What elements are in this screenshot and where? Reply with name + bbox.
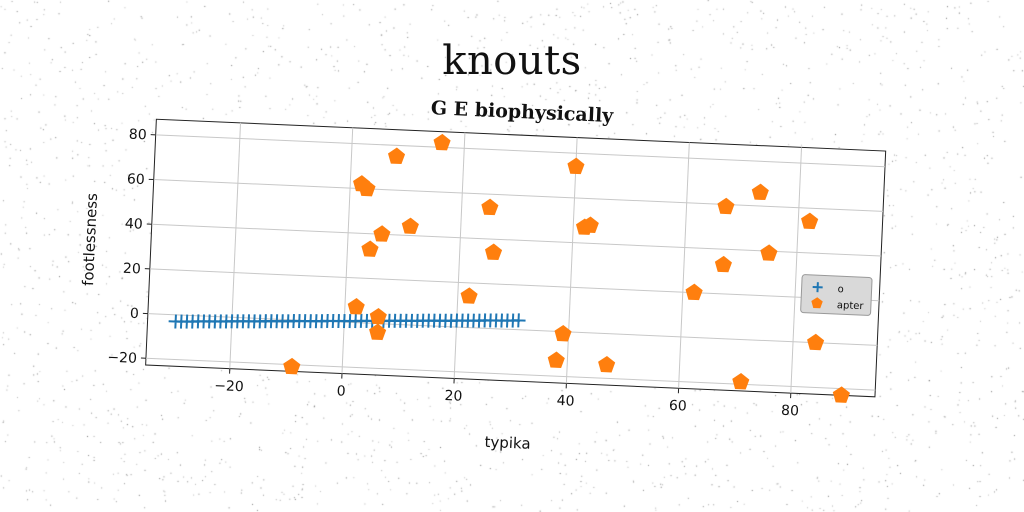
y-gridline <box>149 268 880 302</box>
pentagon-marker <box>369 323 387 341</box>
legend: o apter <box>800 274 873 316</box>
y-gridline <box>147 313 878 346</box>
plot-group: G E biophysically −20 0 20 40 60 80 −20 0 20 40 60… <box>79 97 887 453</box>
legend-items: o apter <box>811 282 865 312</box>
legend-label: o <box>837 284 844 295</box>
pentagon-marker <box>581 216 599 233</box>
x-tick-label: 0 <box>336 383 346 399</box>
pentagon-marker <box>801 212 819 230</box>
y-tick-label: 80 <box>128 127 147 144</box>
pentagon-marker <box>361 240 379 257</box>
x-tick-label: −20 <box>214 378 244 395</box>
x-gridline <box>790 147 803 394</box>
pentagon-marker <box>387 147 406 165</box>
chart-title: G E biophysically <box>430 97 614 127</box>
grid <box>140 122 886 399</box>
y-gridline <box>155 134 886 168</box>
y-tick-label: −20 <box>107 350 137 367</box>
y-gridline <box>145 357 876 391</box>
x-tick-label: 20 <box>444 388 463 405</box>
pentagon-marker <box>347 298 365 315</box>
pentagon-marker <box>369 307 387 325</box>
pentagon-marker <box>547 351 565 369</box>
pentagon-marker <box>460 287 478 304</box>
x-tick-label: 40 <box>556 393 575 410</box>
legend-marker-plus <box>812 282 823 293</box>
y-tick-label: 60 <box>127 171 146 188</box>
pentagon-marker <box>433 133 451 151</box>
x-gridline <box>453 132 466 379</box>
y-tick-label: 20 <box>123 261 142 278</box>
tick-labels: −20 0 20 40 60 80 −20 0 20 40 60 80 <box>107 127 800 420</box>
series-marks <box>168 133 850 403</box>
y-gridline <box>151 223 882 257</box>
pentagon-marker <box>807 333 825 351</box>
y-axis-label: footlessness <box>79 192 101 286</box>
x-gridline <box>678 142 690 389</box>
pentagon-marker <box>373 225 391 242</box>
x-gridline <box>341 127 354 374</box>
plus-marker <box>511 313 526 328</box>
y-tick-label: 40 <box>125 216 144 233</box>
plot-area <box>145 118 887 398</box>
pentagon-marker <box>598 355 616 373</box>
y-gridline <box>153 179 884 212</box>
pentagon-marker <box>732 373 750 390</box>
legend-marker-pentagon <box>811 297 823 309</box>
x-tick-label: 60 <box>669 398 688 415</box>
y-tick-label: 0 <box>130 306 140 322</box>
pentagon-marker <box>401 217 419 235</box>
x-tick-label: 80 <box>781 403 800 420</box>
pentagon-marker <box>358 179 376 197</box>
x-axis-label: typika <box>484 433 531 453</box>
pentagon-marker <box>567 157 585 175</box>
figure-title: knouts <box>442 38 582 84</box>
pentagon-marker <box>714 255 732 273</box>
legend-label: apter <box>837 300 865 312</box>
pentagon-marker <box>485 243 503 261</box>
pentagon-marker <box>717 197 735 215</box>
pentagon-marker <box>832 386 850 403</box>
x-gridline <box>565 137 578 384</box>
pentagon-marker <box>554 324 572 342</box>
pentagon-marker <box>283 357 301 375</box>
pentagon-marker <box>760 244 778 261</box>
pentagon-marker <box>685 283 703 301</box>
pentagon-marker <box>751 183 769 201</box>
pentagon-marker <box>481 198 499 216</box>
